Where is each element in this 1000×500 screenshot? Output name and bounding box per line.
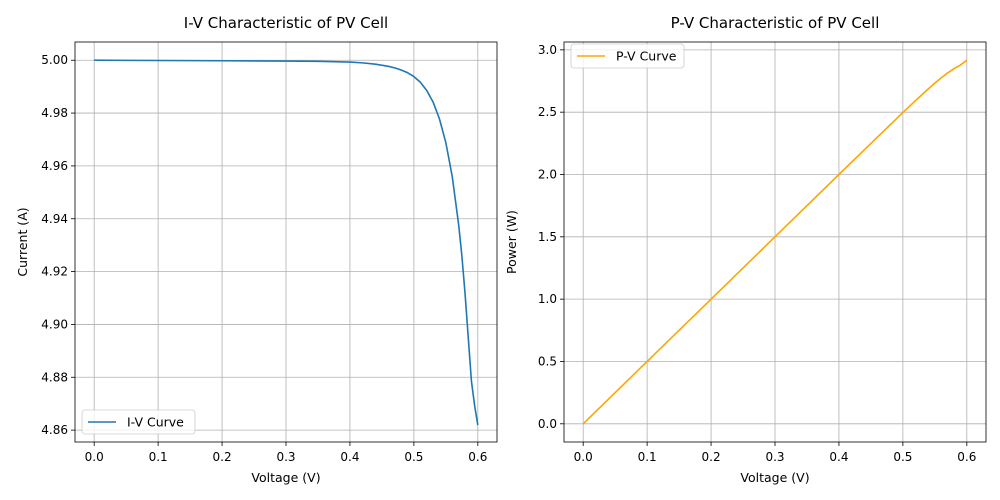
iv-x-ticks: 0.0 0.1 0.2 0.3 0.4 0.5 0.6 — [85, 442, 487, 464]
pv-y-tick-label-3: 1.5 — [538, 230, 557, 244]
iv-x-tick-label-1: 0.1 — [149, 450, 168, 464]
pv-chart: 0.0 0.1 0.2 0.3 0.4 0.5 0.6 0.0 0.5 1.0 1.5 2.0 2.5… — [504, 14, 987, 485]
pv-x-tick-label-3: 0.3 — [765, 450, 784, 464]
iv-x-tick-label-5: 0.5 — [404, 450, 423, 464]
iv-x-tick-label-4: 0.4 — [340, 450, 359, 464]
iv-y-tick-label-7: 5.00 — [41, 53, 68, 67]
pv-legend-label: P-V Curve — [616, 49, 677, 64]
iv-y-tick-label-2: 4.90 — [41, 317, 68, 331]
pv-x-tick-label-0: 0.0 — [574, 450, 593, 464]
pv-x-tick-label-6: 0.6 — [957, 450, 976, 464]
iv-y-axis-label: Current (A) — [15, 207, 30, 276]
iv-x-axis-label: Voltage (V) — [251, 470, 320, 485]
pv-x-axis-label: Voltage (V) — [740, 470, 809, 485]
iv-y-tick-label-4: 4.94 — [41, 212, 68, 226]
iv-plot-lines — [94, 59, 479, 426]
pv-y-tick-label-1: 0.5 — [538, 354, 557, 368]
pv-chart-title: P-V Characteristic of PV Cell — [671, 14, 880, 32]
iv-series-line-0 — [94, 59, 479, 426]
pv-y-tick-label-0: 0.0 — [538, 417, 557, 431]
iv-y-tick-label-0: 4.86 — [41, 423, 68, 437]
pv-legend-box — [570, 43, 685, 69]
pv-legend: P-V Curve — [570, 43, 685, 69]
iv-legend-box — [81, 409, 196, 435]
pv-x-tick-label-2: 0.2 — [702, 450, 721, 464]
iv-legend: I-V Curve — [81, 409, 196, 435]
pv-x-tick-label-1: 0.1 — [638, 450, 657, 464]
pv-y-tick-label-6: 3.0 — [538, 43, 557, 57]
pv-y-ticks: 0.0 0.5 1.0 1.5 2.0 2.5 3.0 — [538, 43, 564, 431]
iv-x-tick-label-3: 0.3 — [276, 450, 295, 464]
pv-y-axis-label: Power (W) — [504, 210, 519, 274]
iv-y-tick-label-1: 4.88 — [41, 370, 68, 384]
pv-plot-lines — [582, 59, 968, 425]
pv-y-tick-label-2: 1.0 — [538, 292, 557, 306]
pv-series-line-0 — [582, 59, 968, 425]
iv-x-tick-label-6: 0.6 — [468, 450, 487, 464]
iv-y-tick-label-5: 4.96 — [41, 159, 68, 173]
pv-x-tick-label-5: 0.5 — [893, 450, 912, 464]
iv-chart-title: I-V Characteristic of PV Cell — [184, 14, 388, 32]
iv-chart: 0.0 0.1 0.2 0.3 0.4 0.5 0.6 4.864.884.904.924.… — [15, 14, 498, 485]
iv-legend-label: I-V Curve — [127, 415, 184, 430]
iv-y-tick-label-6: 4.98 — [41, 106, 68, 120]
pv-y-tick-label-4: 2.0 — [538, 168, 557, 182]
pv-y-tick-label-5: 2.5 — [538, 105, 557, 119]
iv-y-ticks: 4.86 4.88 4.90 4.92 4.94 4.96 4.98 5.00 — [41, 53, 75, 437]
iv-x-tick-label-2: 0.2 — [213, 450, 232, 464]
pv-x-ticks: 0.0 0.1 0.2 0.3 0.4 0.5 0.6 — [574, 442, 976, 464]
iv-x-tick-label-0: 0.0 — [85, 450, 104, 464]
iv-y-tick-label-3: 4.92 — [41, 265, 68, 279]
pv-x-tick-label-4: 0.4 — [829, 450, 848, 464]
